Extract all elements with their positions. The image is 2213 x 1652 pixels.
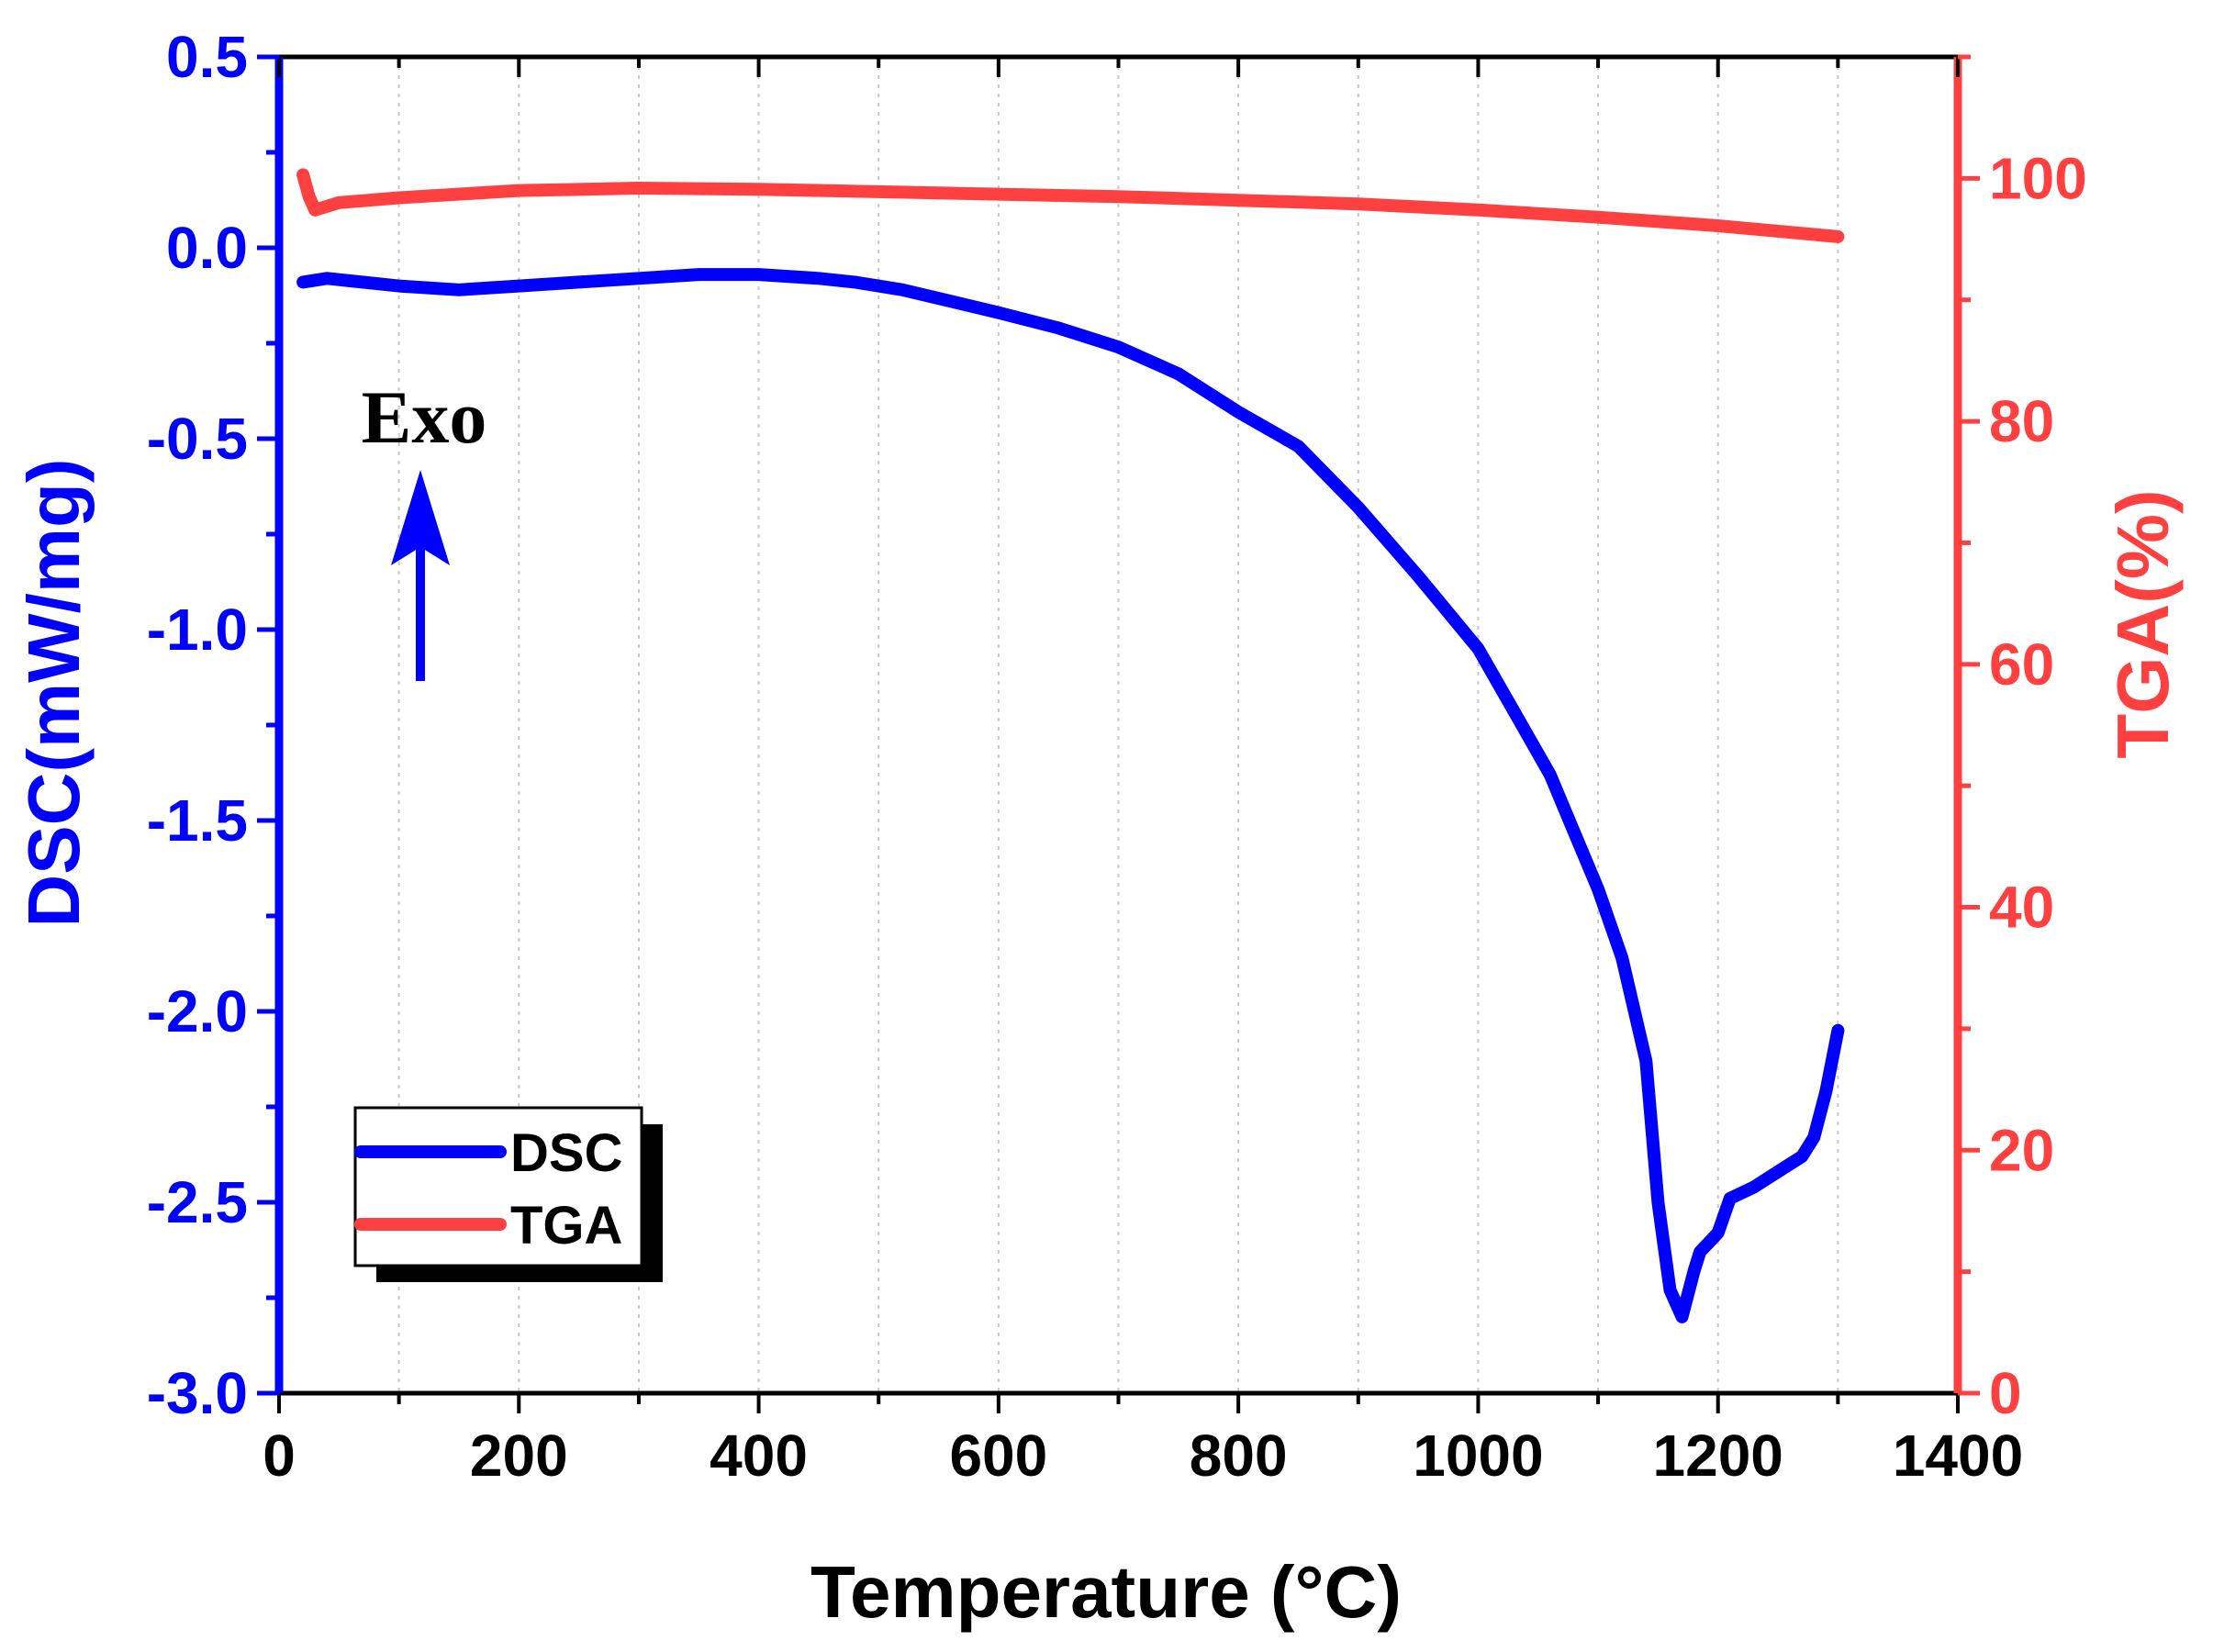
y-right-tick-label: 100 — [1989, 145, 2087, 211]
y-left-tick-label: -1.0 — [147, 597, 248, 663]
legend-label-tga: TGA — [510, 1196, 622, 1256]
y-right-tick-label: 60 — [1989, 631, 2054, 698]
series-line-dsc — [296, 268, 1845, 1323]
x-tick-label: 600 — [949, 1423, 1047, 1489]
exo-annotation: Exo — [362, 375, 487, 681]
series-layer — [296, 168, 1845, 1323]
y-right-tick-label: 0 — [1989, 1360, 2022, 1426]
exo-label: Exo — [362, 375, 487, 459]
x-tick-label: 1400 — [1893, 1423, 2023, 1489]
y-left-tick-label: 0.0 — [166, 215, 248, 281]
y-left-tick-label: -2.5 — [147, 1169, 248, 1235]
y-left-tick-label: -1.5 — [147, 787, 248, 854]
y-left-axis-title: DSC(mW/mg) — [13, 458, 95, 927]
y-right-tick-label: 80 — [1989, 388, 2054, 454]
y-right-tick-label: 40 — [1989, 875, 2054, 941]
x-tick-label: 400 — [710, 1423, 808, 1489]
series-line-tga — [296, 168, 1845, 243]
x-axis-title: Temperature (°C) — [810, 1551, 1402, 1633]
legend-box — [353, 1106, 643, 1267]
y-left-tick-label: -2.0 — [147, 978, 248, 1044]
ticks: 0 200 400 600 800 1000 1200 14000.50.0-0.5-1.0-… — [147, 24, 2087, 1489]
x-tick-label: 1000 — [1413, 1423, 1543, 1489]
x-tick-label: 0 — [263, 1423, 296, 1489]
y-right-axis-title: TGA(%) — [2102, 489, 2184, 758]
legend-label-dsc: DSC — [510, 1123, 622, 1183]
x-tick-label: 200 — [470, 1423, 568, 1489]
y-right-tick-label: 20 — [1989, 1117, 2054, 1183]
legend: DSC TGA — [353, 1106, 663, 1282]
x-tick-label: 800 — [1190, 1423, 1288, 1489]
exo-arrow-head-icon — [391, 470, 450, 565]
y-left-tick-label: -0.5 — [147, 406, 248, 472]
y-left-tick-label: 0.5 — [166, 24, 248, 90]
x-tick-label: 1200 — [1653, 1423, 1783, 1489]
y-left-tick-label: -3.0 — [147, 1360, 248, 1426]
